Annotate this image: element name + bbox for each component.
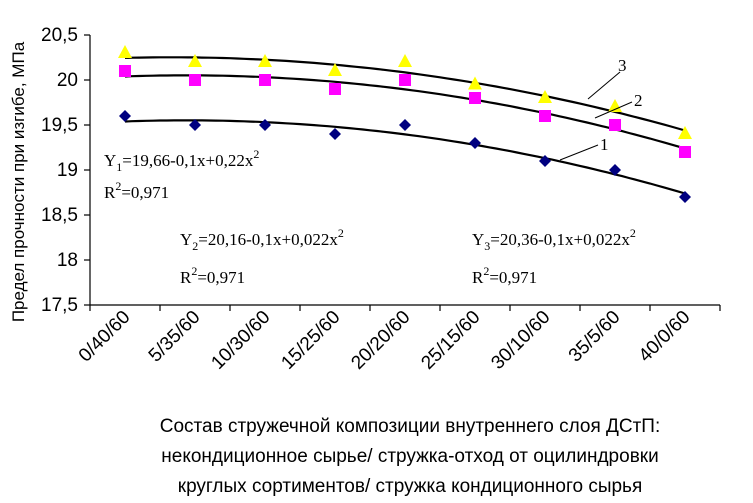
y-tick-label: 19,5 xyxy=(41,115,78,136)
x-tick-label: 5/35/60 xyxy=(145,307,205,367)
marker-square-s2 xyxy=(539,110,551,122)
marker-square-s2 xyxy=(469,92,481,104)
marker-square-s2 xyxy=(399,74,411,86)
x-tick-label: 20/20/60 xyxy=(347,307,414,374)
x-axis-label-line-1: Состав стружечной композиции внутреннего… xyxy=(160,416,661,437)
y-tick-labels: 17,5 18 18,5 19 19,5 20 20,5 xyxy=(41,25,78,316)
eq2-rhs: =20,16-0,1x+0,022x xyxy=(198,230,338,249)
svg-text:R2=0,971: R2=0,971 xyxy=(472,264,537,287)
marker-triangle-s3 xyxy=(468,76,482,90)
marker-triangle-s3 xyxy=(538,90,552,103)
x-tick-label: 30/10/60 xyxy=(487,307,554,374)
x-tick-label: 35/5/60 xyxy=(565,307,625,367)
marker-square-s2 xyxy=(679,146,691,158)
y-tick-label: 18 xyxy=(57,250,78,271)
marker-diamond-s1 xyxy=(539,155,551,167)
eq2-r-exp: 2 xyxy=(191,264,197,278)
marker-triangle-s3 xyxy=(258,54,272,67)
marker-square-s2 xyxy=(189,74,201,86)
marker-triangle-s3 xyxy=(118,45,132,58)
eq1-exp: 2 xyxy=(253,147,259,161)
y-tick-label: 19 xyxy=(57,160,78,181)
eq1-r2: =0,971 xyxy=(121,183,169,202)
trend-2-label: 2 xyxy=(634,91,643,110)
eq2-y: Y xyxy=(180,230,192,249)
eq3-sub: 3 xyxy=(484,239,490,253)
marker-triangle-s3 xyxy=(608,99,622,112)
eq2-exp: 2 xyxy=(338,226,344,240)
trend-1-leader xyxy=(559,144,599,161)
marker-triangle-s3 xyxy=(328,63,342,76)
marker-diamond-s1 xyxy=(609,164,621,176)
data-markers xyxy=(118,45,692,203)
x-tick-label: 10/30/60 xyxy=(207,307,274,374)
marker-diamond-s1 xyxy=(679,191,691,203)
marker-square-s2 xyxy=(119,65,131,77)
svg-text:Y1=19,66-0,1x+0,22x2: Y1=19,66-0,1x+0,22x2 xyxy=(104,147,259,174)
eq1-sub: 1 xyxy=(116,160,122,174)
svg-text:Y3=20,36-0,1x+0,022x2: Y3=20,36-0,1x+0,022x2 xyxy=(472,226,636,253)
y-tick-label: 18,5 xyxy=(41,205,78,226)
marker-square-s2 xyxy=(259,74,271,86)
marker-triangle-s3 xyxy=(188,54,202,67)
x-tick-label: 0/40/60 xyxy=(75,307,135,367)
eq3-r: R xyxy=(472,268,484,287)
eq1-rhs: =19,66-0,1x+0,22x xyxy=(122,151,254,170)
equation-1: Y1=19,66-0,1x+0,22x2 R2=0,971 xyxy=(104,147,259,202)
trend-1-label: 1 xyxy=(600,135,609,154)
y-tick-label: 20 xyxy=(57,70,78,91)
trendline-3 xyxy=(124,56,686,132)
eq2-sub: 2 xyxy=(192,239,198,253)
eq1-r-exp: 2 xyxy=(115,179,121,193)
eq3-r2: =0,971 xyxy=(489,268,537,287)
x-axis-label-line-2: некондиционное сырье/ стружка-отход от о… xyxy=(161,446,658,467)
y-tick-label: 20,5 xyxy=(41,25,78,46)
equation-3: Y3=20,36-0,1x+0,022x2 R2=0,971 xyxy=(472,226,636,287)
trendlines xyxy=(124,56,686,195)
eq3-exp: 2 xyxy=(630,226,636,240)
x-tick-label: 40/0/60 xyxy=(635,307,695,367)
svg-text:R2=0,971: R2=0,971 xyxy=(180,264,245,287)
marker-square-s2 xyxy=(609,119,621,131)
marker-diamond-s1 xyxy=(399,119,411,131)
x-tick-label: 25/15/60 xyxy=(417,307,484,374)
eq3-rhs: =20,36-0,1x+0,022x xyxy=(490,230,630,249)
eq1-r: R xyxy=(104,183,116,202)
eq2-r: R xyxy=(180,268,192,287)
trend-3-label: 3 xyxy=(618,56,627,75)
x-tick-label: 15/25/60 xyxy=(277,307,344,374)
marker-triangle-s3 xyxy=(678,126,692,139)
marker-diamond-s1 xyxy=(469,137,481,149)
svg-text:R2=0,971: R2=0,971 xyxy=(104,179,169,202)
marker-diamond-s1 xyxy=(259,119,271,131)
x-tick-marks xyxy=(89,305,721,311)
trendline-1 xyxy=(124,119,686,195)
marker-diamond-s1 xyxy=(189,119,201,131)
equation-2: Y2=20,16-0,1x+0,022x2 R2=0,971 xyxy=(180,226,344,287)
eq2-r2: =0,971 xyxy=(197,268,245,287)
marker-square-s2 xyxy=(329,83,341,95)
trend-3-leader xyxy=(587,71,621,100)
trendline-2 xyxy=(124,74,686,150)
eq1-y: Y xyxy=(104,151,116,170)
eq3-r-exp: 2 xyxy=(483,264,489,278)
x-tick-labels: 0/40/60 5/35/60 10/30/60 15/25/60 20/20/60 25… xyxy=(75,307,695,374)
svg-text:Y2=20,16-0,1x+0,022x2: Y2=20,16-0,1x+0,022x2 xyxy=(180,226,344,253)
y-axis-label: Предел прочности при изгибе, МПа xyxy=(9,41,28,322)
marker-triangle-s3 xyxy=(398,54,412,67)
y-tick-label: 17,5 xyxy=(41,295,78,316)
eq3-y: Y xyxy=(472,230,484,249)
x-axis-label-line-3: круглых сортиментов/ стружка кондиционно… xyxy=(178,476,643,497)
marker-diamond-s1 xyxy=(329,128,341,140)
trend-2-leader xyxy=(594,101,633,119)
y-tick-marks xyxy=(84,34,90,306)
marker-diamond-s1 xyxy=(119,110,131,122)
